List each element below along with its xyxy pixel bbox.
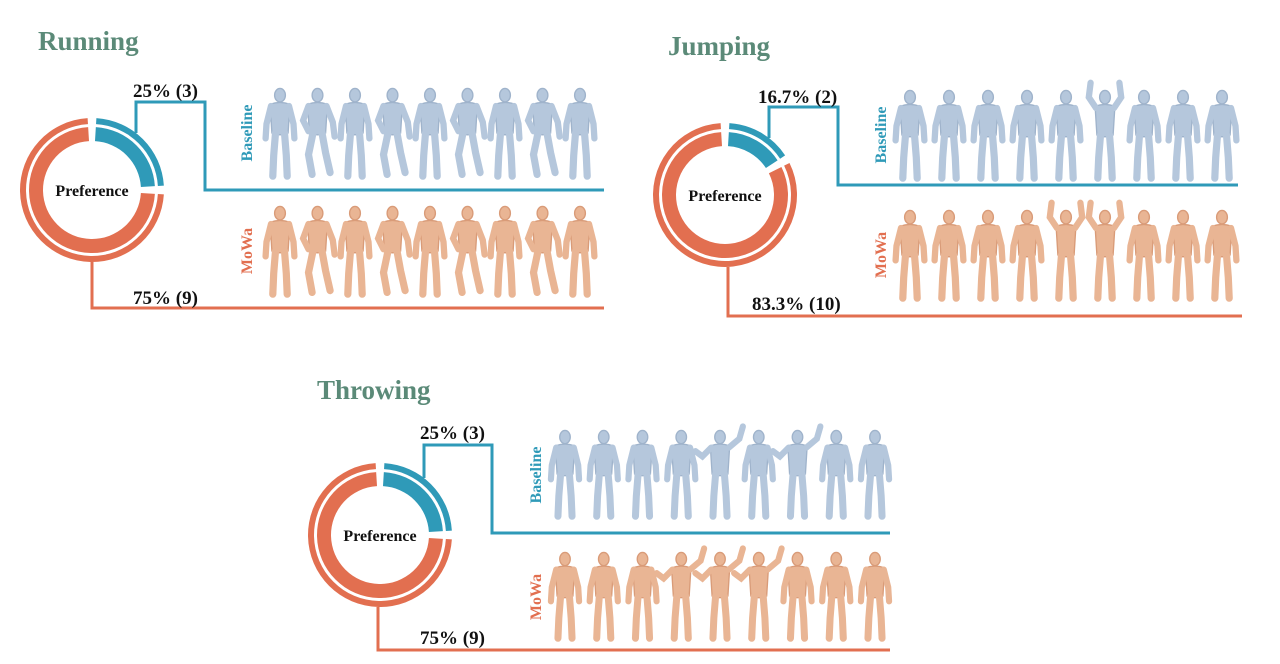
mowa-frame <box>412 205 448 298</box>
baseline-frame <box>1048 89 1084 182</box>
baseline-frame <box>692 423 746 520</box>
panel-title: Throwing <box>317 375 431 405</box>
baseline-frame <box>1009 89 1045 182</box>
mowa-frame <box>1046 199 1086 302</box>
mowa-data-label: 75% (9) <box>133 288 198 309</box>
baseline-frame <box>586 429 621 520</box>
mowa-connector-line <box>90 262 604 310</box>
donut-center-label: Preference <box>688 188 761 205</box>
baseline-outer-ring-slice <box>729 123 786 159</box>
mowa-connector-line <box>726 267 1242 318</box>
baseline-frame <box>819 429 854 520</box>
baseline-frame <box>1085 79 1125 182</box>
baseline-data-label: 25% (3) <box>133 81 198 102</box>
baseline-data-label: 25% (3) <box>420 423 485 444</box>
mowa-frame <box>970 209 1006 302</box>
panel-title: Running <box>38 26 139 56</box>
panel-jumping: Jumping Preference 16.7% (2) 83.3% (10) Base… <box>653 31 1242 318</box>
mowa-motion-frames <box>892 199 1240 302</box>
baseline-motion-frames <box>892 79 1240 182</box>
mowa-frame <box>653 545 708 642</box>
mowa-frame <box>731 545 785 642</box>
mowa-connector-line <box>376 607 890 652</box>
mowa-frame <box>449 205 488 297</box>
mowa-frame <box>299 205 338 297</box>
mowa-frame <box>586 551 621 642</box>
baseline-row-label: Baseline <box>873 107 890 164</box>
baseline-frame <box>1126 89 1162 182</box>
baseline-frame <box>337 87 373 180</box>
donut-center-label: Preference <box>343 528 416 545</box>
mowa-frame <box>1126 209 1162 302</box>
mowa-frame <box>547 551 583 642</box>
baseline-donut-slice <box>382 472 443 533</box>
baseline-row-label: Baseline <box>239 105 256 162</box>
panel-running: Running Preference 25% (3) 75% (9) Baseline M… <box>20 26 604 310</box>
mowa-row-label: MoWa <box>873 232 890 278</box>
mowa-frame <box>692 545 746 642</box>
baseline-frame <box>374 87 413 179</box>
mowa-frame <box>780 551 815 642</box>
baseline-frame <box>931 89 967 182</box>
baseline-frame <box>892 89 928 182</box>
baseline-frame <box>1165 89 1201 182</box>
mowa-frame <box>819 551 854 642</box>
mowa-frame <box>857 551 893 642</box>
mowa-data-label: 75% (9) <box>420 628 485 649</box>
mowa-motion-frames <box>547 545 893 642</box>
baseline-frame <box>299 87 338 179</box>
mowa-frame <box>625 551 660 642</box>
mowa-data-label: 83.3% (10) <box>752 294 841 315</box>
baseline-row-label: Baseline <box>528 447 545 504</box>
mowa-row-label: MoWa <box>239 228 256 274</box>
baseline-frame <box>625 429 660 520</box>
mowa-frame <box>374 205 413 297</box>
mowa-frame <box>1009 209 1045 302</box>
baseline-data-label: 16.7% (2) <box>758 87 837 108</box>
baseline-frame <box>449 87 488 179</box>
mowa-frame <box>931 209 967 302</box>
baseline-donut-slice <box>727 132 778 169</box>
baseline-frame <box>562 87 598 180</box>
mowa-frame <box>262 205 298 298</box>
mowa-frame <box>1165 209 1201 302</box>
baseline-frame <box>547 429 583 520</box>
baseline-frame <box>664 429 699 520</box>
mowa-frame <box>562 205 598 298</box>
donut-center-label: Preference <box>55 183 128 200</box>
mowa-frame <box>1204 209 1240 302</box>
baseline-frame <box>741 429 776 520</box>
baseline-outer-ring-slice <box>96 118 164 186</box>
baseline-frame <box>857 429 893 520</box>
panel-throwing: Throwing Preference 25% (3) 75% (9) Baseline… <box>308 375 893 652</box>
baseline-frame <box>524 87 563 179</box>
baseline-frame <box>412 87 448 180</box>
mowa-frame <box>337 205 373 298</box>
baseline-outer-ring-slice <box>384 463 452 531</box>
mowa-motion-frames <box>262 205 598 298</box>
baseline-frame <box>1204 89 1240 182</box>
baseline-motion-frames <box>262 87 598 180</box>
baseline-motion-frames <box>547 423 893 520</box>
mowa-frame <box>892 209 928 302</box>
baseline-connector-line <box>134 100 604 192</box>
baseline-frame <box>769 423 824 520</box>
mowa-row-label: MoWa <box>528 574 545 620</box>
baseline-connector-line <box>422 443 890 535</box>
baseline-frame <box>970 89 1006 182</box>
panel-title: Jumping <box>668 31 771 61</box>
baseline-frame <box>487 87 523 180</box>
baseline-donut-slice <box>94 127 155 188</box>
mowa-frame <box>524 205 563 297</box>
baseline-connector-line <box>767 105 1238 187</box>
mowa-frame <box>487 205 523 298</box>
baseline-frame <box>262 87 298 180</box>
mowa-frame <box>1085 199 1125 302</box>
